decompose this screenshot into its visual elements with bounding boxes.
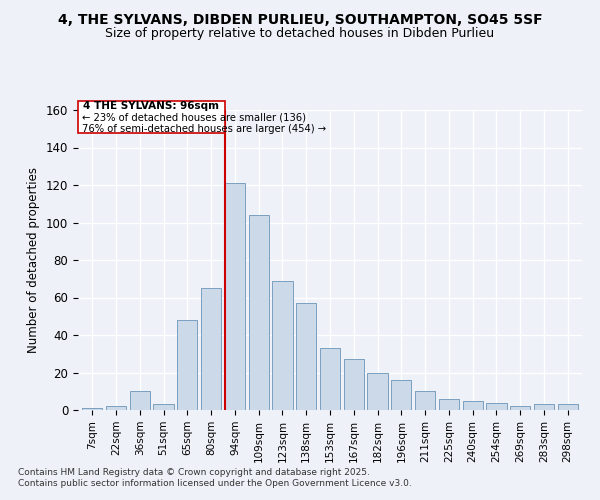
Bar [534,404,554,410]
Bar [344,360,364,410]
Bar [463,400,483,410]
Bar [391,380,412,410]
Text: Contains HM Land Registry data © Crown copyright and database right 2025.
Contai: Contains HM Land Registry data © Crown c… [18,468,412,487]
Bar [82,408,103,410]
Bar [320,348,340,410]
Bar [225,183,245,410]
Text: 76% of semi-detached houses are larger (454) →: 76% of semi-detached houses are larger (… [82,124,326,134]
Bar [130,391,150,410]
Bar [248,215,269,410]
Text: ← 23% of detached houses are smaller (136): ← 23% of detached houses are smaller (13… [82,112,305,122]
Bar [487,402,506,410]
Bar [296,303,316,410]
Text: 4, THE SYLVANS, DIBDEN PURLIEU, SOUTHAMPTON, SO45 5SF: 4, THE SYLVANS, DIBDEN PURLIEU, SOUTHAMP… [58,12,542,26]
Bar [367,372,388,410]
Bar [510,406,530,410]
Bar [557,404,578,410]
Bar [439,399,459,410]
Bar [272,280,293,410]
FancyBboxPatch shape [78,100,225,132]
Text: 4 THE SYLVANS: 96sqm: 4 THE SYLVANS: 96sqm [83,101,220,112]
Y-axis label: Number of detached properties: Number of detached properties [28,167,40,353]
Bar [106,406,126,410]
Bar [177,320,197,410]
Bar [201,288,221,410]
Bar [154,404,173,410]
Text: Size of property relative to detached houses in Dibden Purlieu: Size of property relative to detached ho… [106,28,494,40]
Bar [415,391,435,410]
